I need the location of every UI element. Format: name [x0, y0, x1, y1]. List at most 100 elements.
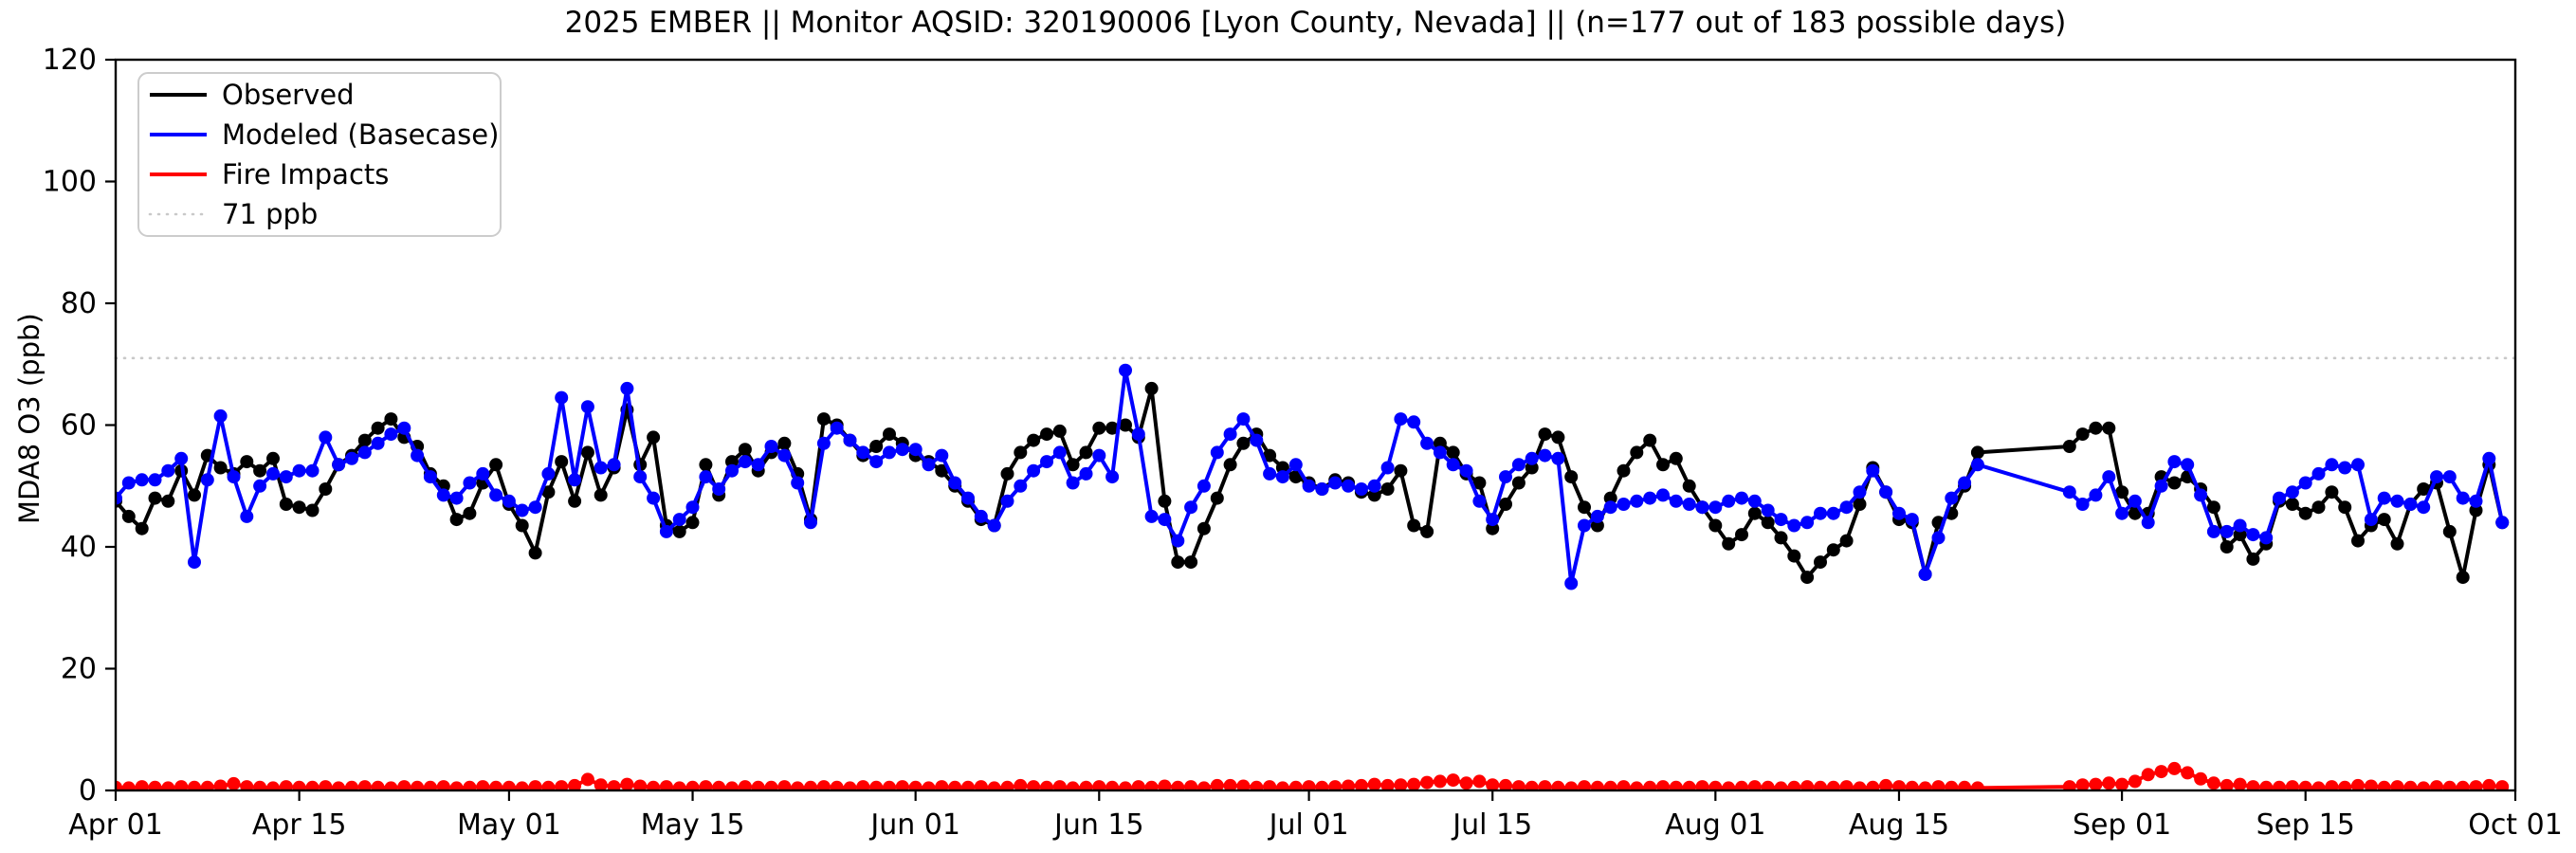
marker: [2128, 494, 2142, 508]
x-tick-label: May 01: [457, 808, 561, 842]
marker: [332, 781, 346, 790]
marker: [371, 780, 385, 790]
marker: [843, 433, 857, 447]
marker: [1105, 780, 1120, 790]
marker: [1158, 779, 1172, 790]
marker: [1367, 479, 1381, 493]
marker: [1446, 458, 1460, 472]
marker: [1014, 479, 1028, 493]
marker: [2102, 470, 2116, 484]
marker: [1066, 781, 1080, 790]
marker: [1394, 778, 1408, 790]
marker: [1708, 500, 1723, 515]
marker: [1223, 427, 1237, 442]
marker: [1407, 518, 1421, 533]
marker: [725, 455, 739, 469]
marker: [738, 780, 752, 790]
marker: [253, 780, 267, 790]
marker: [2285, 498, 2299, 511]
marker: [2102, 776, 2116, 790]
marker: [2273, 491, 2286, 505]
marker: [502, 780, 516, 790]
marker: [1970, 445, 1984, 460]
marker: [1747, 494, 1762, 508]
marker: [1669, 780, 1683, 790]
y-tick-label: 100: [43, 166, 97, 199]
marker: [1223, 458, 1237, 472]
marker: [279, 470, 293, 484]
marker: [1288, 458, 1303, 472]
marker: [213, 408, 228, 423]
marker: [830, 421, 844, 435]
marker: [357, 445, 372, 460]
marker: [1315, 780, 1329, 790]
marker: [1275, 781, 1289, 790]
marker: [1735, 780, 1748, 790]
marker: [266, 781, 280, 790]
marker: [1839, 500, 1854, 515]
marker: [568, 473, 582, 487]
marker: [1787, 549, 1801, 563]
marker: [1774, 531, 1788, 545]
marker: [987, 781, 1001, 790]
marker: [292, 463, 306, 478]
marker: [1000, 466, 1014, 481]
marker: [830, 780, 844, 790]
marker: [489, 780, 503, 790]
marker: [1499, 778, 1512, 790]
marker: [1603, 500, 1617, 515]
marker: [240, 509, 254, 523]
marker: [1079, 445, 1093, 460]
marker: [2442, 470, 2457, 484]
marker: [148, 473, 162, 487]
marker: [2233, 518, 2247, 533]
marker: [1420, 775, 1434, 789]
marker: [1171, 780, 1185, 790]
marker: [2141, 516, 2155, 530]
marker: [279, 780, 293, 790]
marker: [1761, 780, 1775, 790]
marker: [1708, 780, 1723, 790]
marker: [1014, 445, 1028, 460]
marker: [633, 779, 648, 790]
marker: [541, 466, 556, 481]
marker: [568, 778, 582, 790]
marker: [2115, 506, 2129, 520]
marker: [1275, 470, 1289, 484]
marker: [319, 430, 333, 445]
marker: [541, 780, 556, 790]
marker: [1735, 491, 1748, 505]
marker: [1774, 513, 1788, 527]
marker: [292, 780, 306, 790]
marker: [1367, 488, 1381, 502]
marker: [2390, 536, 2404, 551]
marker: [1263, 448, 1277, 463]
marker: [1236, 779, 1251, 790]
marker: [647, 430, 661, 445]
marker: [1511, 780, 1526, 790]
marker: [436, 780, 450, 790]
x-tick-label: Apr 15: [252, 808, 347, 842]
marker: [266, 466, 280, 481]
marker: [1892, 506, 1906, 520]
marker: [2246, 528, 2260, 542]
marker: [594, 461, 608, 475]
marker: [200, 473, 214, 487]
y-axis-ticks: 0 20 40 60 80 100 120: [43, 44, 116, 808]
marker: [476, 780, 490, 790]
marker: [1958, 476, 1972, 490]
marker: [1958, 780, 1972, 790]
marker: [922, 781, 936, 790]
marker: [1197, 521, 1211, 535]
marker: [2089, 777, 2103, 790]
marker: [2273, 780, 2286, 790]
marker: [2442, 524, 2457, 538]
marker: [2403, 780, 2418, 790]
marker: [620, 381, 634, 395]
marker: [1682, 479, 1696, 493]
series-observed: [116, 381, 2510, 585]
marker: [659, 780, 673, 790]
marker: [227, 776, 241, 790]
marker: [1000, 494, 1014, 508]
marker: [1119, 418, 1132, 432]
